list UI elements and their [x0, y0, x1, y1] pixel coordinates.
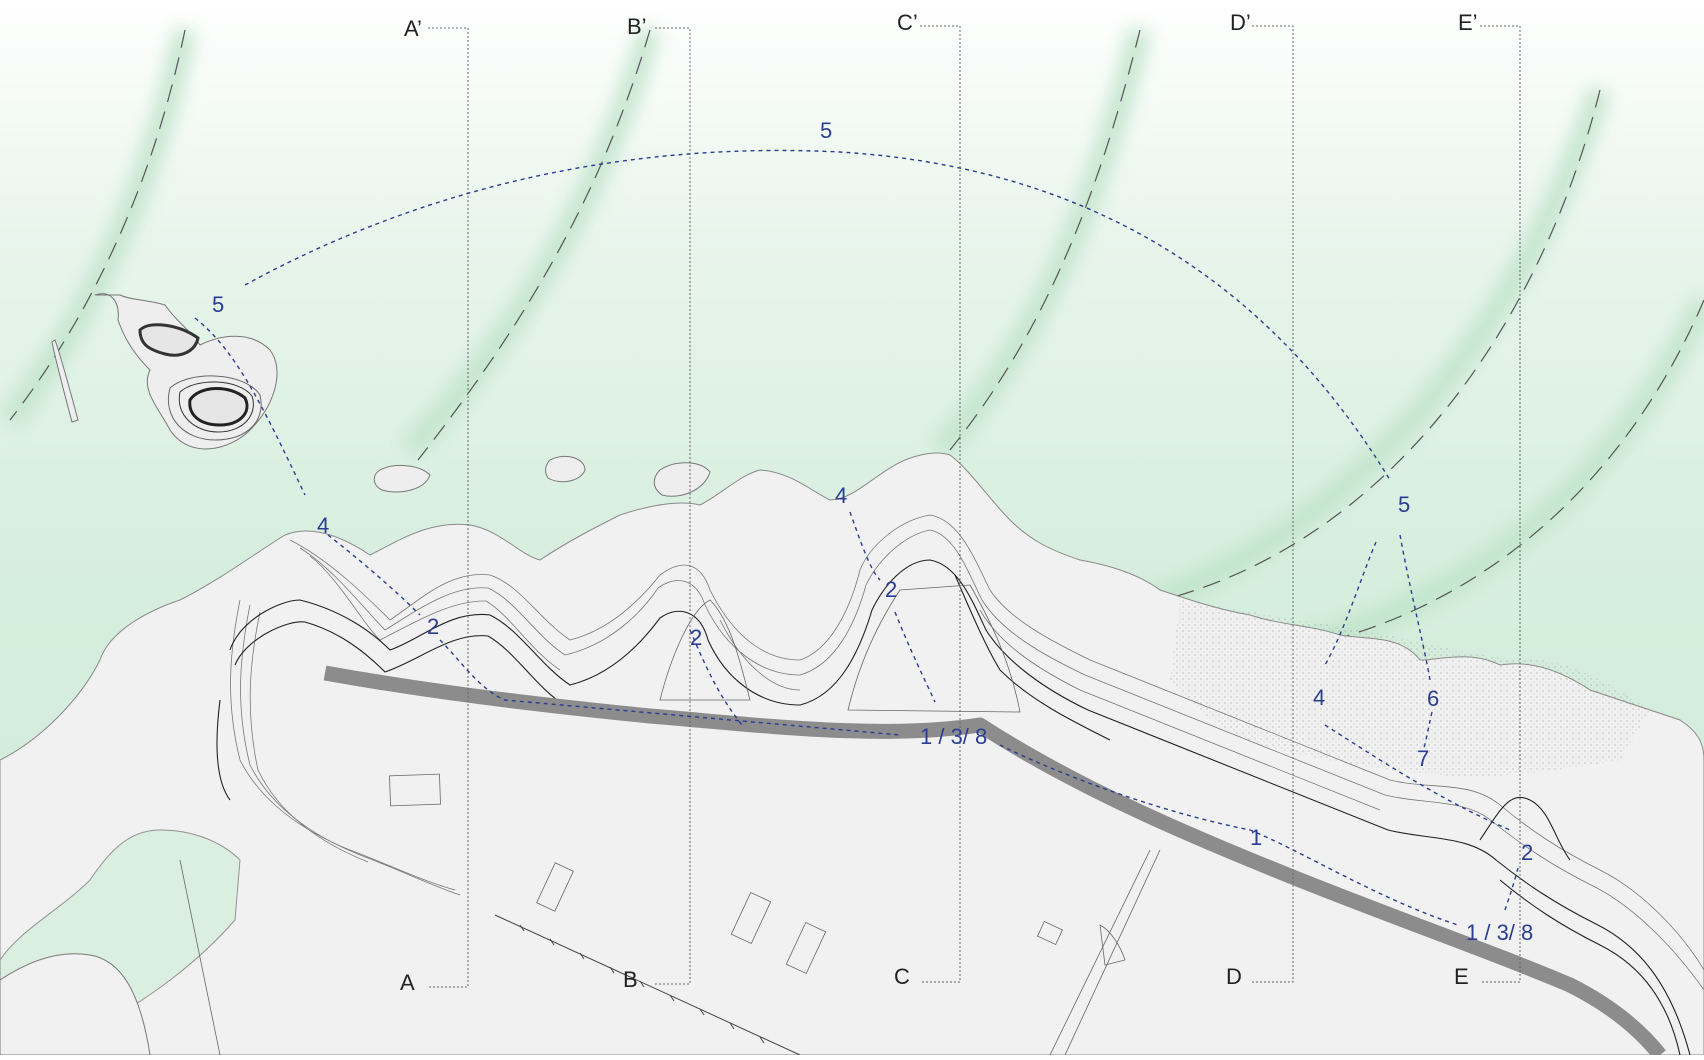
section-a-bottom-label: A — [400, 970, 415, 995]
section-e-top-label: E’ — [1458, 10, 1478, 35]
zone-label-4-center: 4 — [835, 483, 847, 508]
section-labels: A’ B’ C’ D’ E’ A B C D E — [400, 10, 1478, 995]
section-c-top-label: C’ — [897, 10, 918, 35]
islands — [51, 293, 711, 497]
section-lines — [428, 25, 1521, 988]
annotation-leaders — [194, 149, 1519, 926]
section-c-bottom-label: C — [894, 964, 910, 989]
zone-label-7: 7 — [1417, 746, 1429, 771]
land-parcels — [179, 584, 1161, 1056]
zone-label-2-e: 2 — [1521, 840, 1533, 865]
contour-lines-dark — [216, 559, 1691, 1056]
section-b-top-label: B’ — [627, 14, 647, 39]
zone-label-4-west: 4 — [317, 513, 329, 538]
contour-lines — [230, 514, 1704, 991]
zone-label-6: 6 — [1427, 686, 1439, 711]
zone-label-5-island: 5 — [212, 292, 224, 317]
zone-label-2-b: 2 — [690, 625, 702, 650]
section-a-top-label: A’ — [404, 16, 422, 41]
section-d-top-label: D’ — [1230, 10, 1251, 35]
zone-label-4-east: 4 — [1313, 685, 1325, 710]
lower-left-land — [0, 953, 151, 1056]
section-e-bottom-label: E — [1454, 964, 1469, 989]
zone-label-1-3-8-east: 1 / 3/ 8 — [1466, 920, 1533, 945]
railway-track — [494, 914, 801, 1056]
section-d-bottom-label: D — [1226, 964, 1242, 989]
zone-label-1-3-8-center: 1 / 3/ 8 — [920, 724, 987, 749]
zone-label-2-c: 2 — [885, 577, 897, 602]
zone-labels: 5 5 5 4 4 4 4 2 2 2 2 1 / 3/ 8 1 1 / 3/ … — [212, 118, 1533, 945]
main-road — [323, 665, 1666, 1060]
stippled-beach — [1170, 600, 1650, 777]
zone-label-1: 1 — [1250, 825, 1262, 850]
section-b-bottom-label: B — [623, 967, 638, 992]
zone-label-2-a: 2 — [427, 614, 439, 639]
zone-label-5-right: 5 — [1398, 492, 1410, 517]
zone-label-5-arc: 5 — [820, 118, 832, 143]
